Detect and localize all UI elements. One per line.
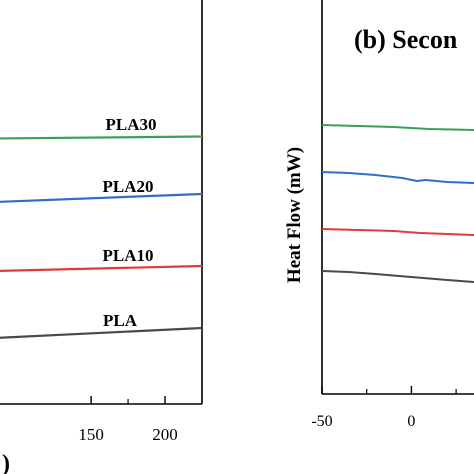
series-line-pla10 (0, 264, 203, 272)
series-line-3 (321, 270, 474, 283)
series-label-pla30: PLA30 (106, 115, 157, 134)
series-label-pla: PLA (103, 311, 138, 330)
panel-a-series (0, 135, 203, 339)
series-line-1 (321, 171, 474, 184)
panel-b-y-axis-label: Heat Flow (mW) (284, 147, 305, 283)
series-line-2 (321, 228, 474, 236)
panel-b-series (321, 124, 474, 283)
series-line-pla30 (0, 135, 203, 140)
series-line-pla20 (0, 192, 203, 203)
panel-a-series-labels: PLA30 PLA20 PLA10 PLA (103, 115, 157, 330)
series-label-pla20: PLA20 (103, 177, 154, 196)
panel-b-x-ticks: -50 0 (311, 386, 457, 430)
series-label-pla10: PLA10 (103, 246, 154, 265)
x-tick-label: 200 (152, 425, 178, 444)
x-tick-label: 0 (407, 413, 415, 430)
panel-a-x-axis-label: ) (2, 451, 10, 474)
panel-b: (b) Secon Heat Flow (mW) -50 0 (284, 0, 474, 430)
x-tick-label: -50 (311, 413, 332, 430)
panel-a-x-ticks: 150 200 (78, 396, 178, 444)
series-line-0 (321, 124, 474, 131)
x-tick-label: 150 (78, 425, 104, 444)
panel-a: PLA30 PLA20 PLA10 PLA 150 200 ) (0, 0, 203, 474)
series-line-pla (0, 326, 203, 339)
panel-b-title: (b) Secon (354, 25, 458, 54)
